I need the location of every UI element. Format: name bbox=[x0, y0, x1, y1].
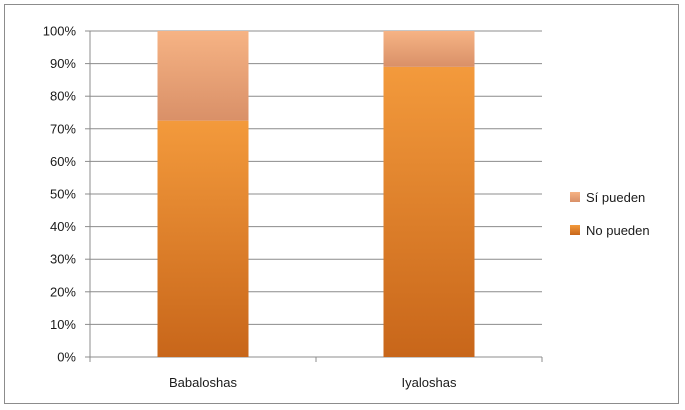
y-tick-label: 40% bbox=[50, 219, 76, 234]
y-tick-label: 30% bbox=[50, 252, 76, 267]
legend-swatch bbox=[570, 225, 580, 235]
bar-babaloshas-no-pueden bbox=[157, 120, 249, 358]
y-tick-label: 0% bbox=[57, 350, 76, 365]
y-tick-label: 90% bbox=[50, 56, 76, 71]
legend-swatch bbox=[570, 192, 580, 202]
bar-iyaloshas-s-pueden bbox=[383, 31, 475, 67]
chart-frame bbox=[4, 4, 679, 404]
y-tick-label: 70% bbox=[50, 121, 76, 136]
y-tick-label: 60% bbox=[50, 154, 76, 169]
y-tick-label: 80% bbox=[50, 89, 76, 104]
legend-label: Sí pueden bbox=[586, 190, 645, 205]
y-tick-label: 100% bbox=[43, 24, 77, 39]
x-category-label: Babaloshas bbox=[169, 375, 237, 390]
bar-babaloshas-s-pueden bbox=[157, 31, 249, 121]
y-tick-label: 50% bbox=[50, 187, 76, 202]
x-category-label: Iyaloshas bbox=[402, 375, 457, 390]
y-tick-label: 10% bbox=[50, 317, 76, 332]
bar-iyaloshas-no-pueden bbox=[383, 66, 475, 358]
legend-label: No pueden bbox=[586, 223, 650, 238]
y-tick-label: 20% bbox=[50, 284, 76, 299]
